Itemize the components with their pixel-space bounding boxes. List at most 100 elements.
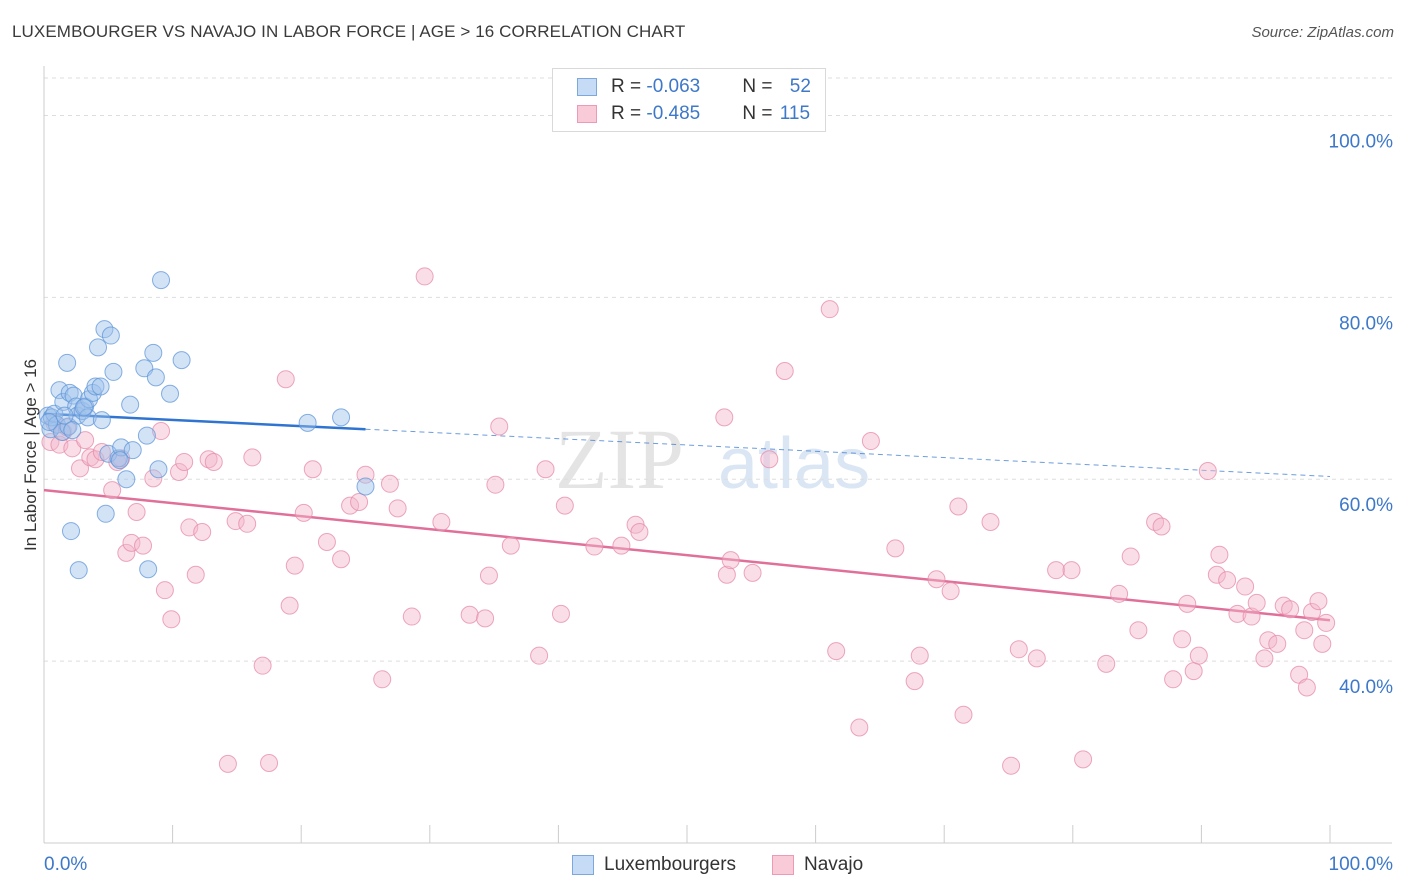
navajo-point xyxy=(117,543,136,562)
luxembourger-point xyxy=(137,426,156,445)
legend-n-value: 52 xyxy=(789,76,811,97)
navajo-point xyxy=(155,581,174,600)
luxembourger-point xyxy=(58,353,77,372)
navajo-point xyxy=(1164,670,1183,689)
navajo-point xyxy=(170,462,189,481)
luxembourger-point xyxy=(356,477,375,496)
navajo-point xyxy=(341,496,360,515)
navajo-point xyxy=(1009,640,1028,659)
navajo-point xyxy=(1207,565,1226,584)
navajo-point xyxy=(1173,630,1192,649)
luxembourger-point xyxy=(74,398,93,417)
navajo-point xyxy=(162,610,181,629)
luxembourger-point xyxy=(62,522,81,541)
navajo-point xyxy=(402,607,421,626)
navajo-point xyxy=(479,566,498,585)
navajo-point xyxy=(1295,621,1314,640)
navajo-point xyxy=(1129,621,1148,640)
correlation-legend: R = -0.063 N = 52 R = -0.485 N = 115 xyxy=(552,68,826,132)
navajo-point xyxy=(981,512,1000,531)
luxembourger-point xyxy=(50,381,69,400)
navajo-point xyxy=(1121,547,1140,566)
luxembourger-point xyxy=(104,362,123,381)
luxembourger-point xyxy=(86,377,105,396)
navajo-point xyxy=(530,646,549,665)
navajo-point xyxy=(432,512,451,531)
navajo-point xyxy=(760,450,779,469)
axes xyxy=(43,66,1392,844)
navajo-point xyxy=(76,431,95,450)
luxembourger-point xyxy=(161,384,180,403)
legend-n-value: 115 xyxy=(779,103,811,124)
navajo-point xyxy=(127,502,146,521)
luxembourger-point xyxy=(101,326,120,345)
navajo-point xyxy=(551,604,570,623)
navajo-point xyxy=(63,439,82,458)
luxembourger-point xyxy=(91,377,110,396)
navajo-point xyxy=(905,672,924,691)
navajo-point xyxy=(285,556,304,575)
navajo-point xyxy=(1268,634,1287,653)
luxembourger-point xyxy=(117,470,136,489)
navajo-point xyxy=(415,267,434,286)
luxembourger-point xyxy=(64,386,83,405)
navajo-point xyxy=(317,532,336,551)
bottom-legend-swatch-nav xyxy=(772,855,794,875)
luxembourger-point xyxy=(40,412,59,431)
navajo-point xyxy=(910,646,929,665)
navajo-point xyxy=(717,565,736,584)
luxembourger-point xyxy=(172,351,191,370)
ticks: 40.0% 60.0% 80.0% 100.0% 0.0% 100.0% xyxy=(44,131,1393,875)
navajo-point xyxy=(103,481,122,500)
navajo-point xyxy=(536,460,555,479)
navajo-point xyxy=(820,300,839,319)
navajo-point xyxy=(1002,756,1021,775)
navajo-point xyxy=(92,442,111,461)
luxembourger-point xyxy=(95,320,114,339)
navajo-point xyxy=(226,512,245,531)
navajo-point xyxy=(260,753,279,772)
navajo-point xyxy=(775,362,794,381)
navajo-point xyxy=(460,605,479,624)
navajo-point xyxy=(1097,654,1116,673)
watermark-atlas: atlas xyxy=(718,424,870,504)
navajo-point xyxy=(1027,649,1046,668)
legend-r-value: -0.063 xyxy=(646,76,701,97)
luxembourger-point xyxy=(63,421,82,440)
navajo-point xyxy=(1062,561,1081,580)
navajo-point xyxy=(1309,592,1328,611)
navajo-point xyxy=(1146,512,1165,531)
luxembourger-point xyxy=(146,368,165,387)
legend-r-value: -0.485 xyxy=(646,103,701,124)
navajo-point xyxy=(715,408,734,427)
bottom-legend-swatch-lux xyxy=(572,855,594,875)
navajo-point xyxy=(373,670,392,689)
navajo-point xyxy=(954,705,973,724)
navajo-point xyxy=(476,609,495,628)
luxembourger-point xyxy=(69,561,88,580)
navajo-point xyxy=(380,474,399,493)
legend-swatch-lux xyxy=(577,78,597,96)
navajo-point xyxy=(303,460,322,479)
navajo-point xyxy=(630,522,649,541)
navajo-point xyxy=(122,533,141,552)
navajo-point xyxy=(949,497,968,516)
navajo-point xyxy=(1110,584,1129,603)
luxembourger-point xyxy=(123,441,142,460)
bottom-legend-label-lux: Luxembourgers xyxy=(604,854,737,875)
luxembourger-point xyxy=(78,408,97,427)
legend-row-luxembourgers: R = -0.063 N = 52 xyxy=(577,74,811,100)
navajo-point xyxy=(1210,545,1229,564)
navajo-points xyxy=(41,267,1336,775)
luxembourger-point xyxy=(96,504,115,523)
navajo-point xyxy=(1228,604,1247,623)
chart-title: LUXEMBOURGER VS NAVAJO IN LABOR FORCE | … xyxy=(12,22,686,41)
navajo-point xyxy=(175,452,194,471)
y-axis-label: In Labor Force | Age > 16 xyxy=(21,359,40,551)
navajo-point xyxy=(1184,662,1203,681)
navajo-point xyxy=(1255,649,1274,668)
navajo-point xyxy=(501,536,520,555)
luxembourger-point xyxy=(332,408,351,427)
navajo-point xyxy=(280,596,299,615)
